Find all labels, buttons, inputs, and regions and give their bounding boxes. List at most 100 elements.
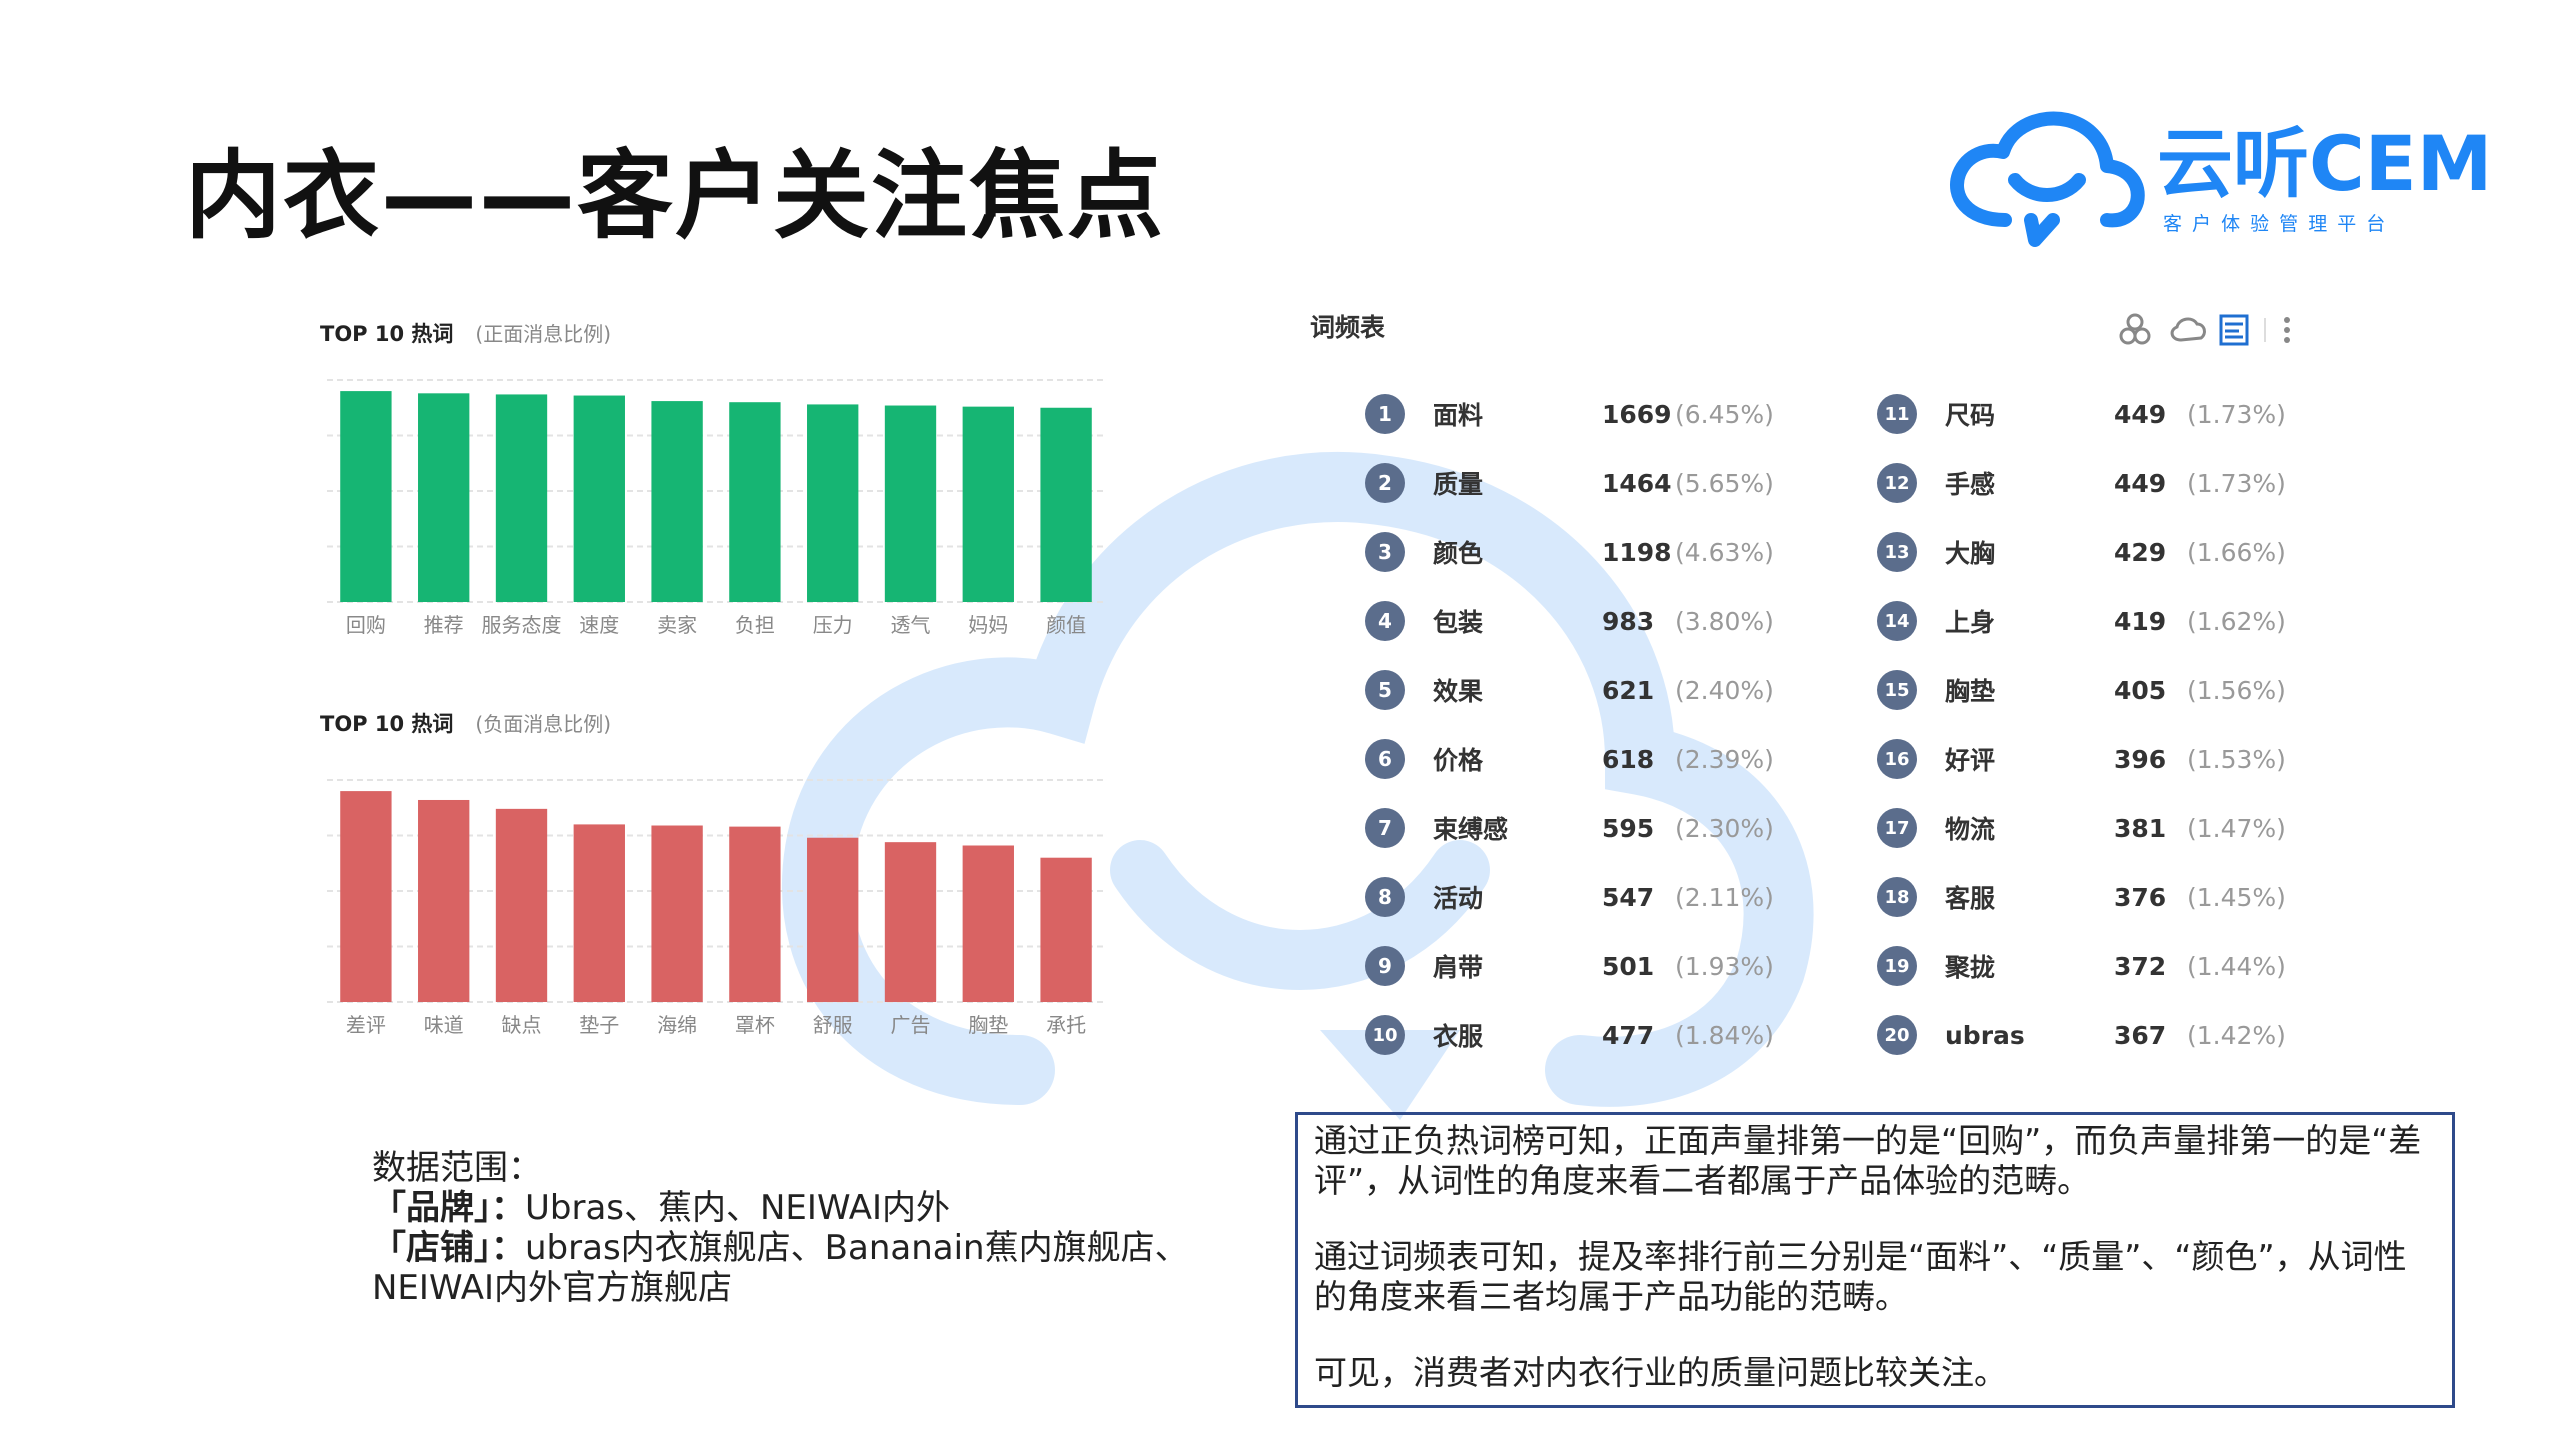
rank-badge: 16 [1877,739,1917,779]
positive-tick-label: 推荐 [424,613,464,637]
negative-bar [1040,857,1092,1002]
negative-tick-label: 承托 [1046,1013,1086,1037]
store-value: ubras内衣旗舰店、Bananain蕉内旗舰店、 [525,1228,1189,1268]
freq-percent: (1.62%) [2187,606,2286,636]
summary-box: 通过正负热词榜可知，正面声量排第一的是“回购”，而负声量排第一的是“差评”，从词… [1295,1112,2455,1408]
freq-count: 449 [2114,468,2167,498]
freq-count: 372 [2114,951,2167,981]
summary-paragraph-1: 通过正负热词榜可知，正面声量排第一的是“回购”，而负声量排第一的是“差评”，从词… [1314,1121,2422,1200]
negative-bar [495,808,548,1002]
negative-tick-label: 缺点 [502,1013,542,1037]
negative-bar-chart: 差评 味道 缺点 垫子 海绵 罩杯 舒服 广告 胸垫 承托 [327,779,1105,1037]
freq-word: 面料 [1433,401,1484,430]
freq-table-row: 3 颜色 1198 (4.63%) [1365,528,1845,576]
freq-word: 好评 [1945,746,1996,775]
logo: 云听CEM 客 户 体 验 管 理 平 台 [1950,111,2492,247]
freq-percent: (1.42%) [2187,1020,2286,1050]
freq-table-row: 17 物流 381 (1.47%) [1877,804,2357,852]
rank-badge: 9 [1365,946,1405,986]
negative-tick-label: 罩杯 [735,1013,775,1037]
freq-percent: (4.63%) [1675,537,1774,567]
freq-percent: (1.73%) [2187,468,2286,498]
freq-word: 胸垫 [1945,677,1996,706]
freq-word: 物流 [1945,815,1996,844]
freq-percent: (1.84%) [1675,1020,1774,1050]
freq-count: 396 [2114,744,2167,774]
positive-tick-label: 负担 [735,613,775,637]
freq-table-title: 词频表 [1310,313,1386,342]
rank-badge: 7 [1365,808,1405,848]
freq-percent: (2.30%) [1675,813,1774,843]
freq-count: 449 [2114,399,2167,429]
negative-tick-label: 舒服 [813,1013,853,1037]
positive-bar [495,394,548,602]
positive-tick-label: 卖家 [657,613,697,637]
store-value-line2: NEIWAI内外官方旗舰店 [372,1268,732,1308]
freq-percent: (1.44%) [2187,951,2286,981]
negative-tick-label: 广告 [891,1013,931,1037]
cloud-icon[interactable] [2170,317,2206,342]
rank-badge: 6 [1365,739,1405,779]
rank-badge: 14 [1877,601,1917,641]
freq-count: 1669 [1602,399,1672,429]
freq-word: 尺码 [1945,401,1996,430]
freq-table-row: 15 胸垫 405 (1.56%) [1877,666,2357,714]
freq-table-row: 5 效果 621 (2.40%) [1365,666,1845,714]
positive-tick-label: 速度 [579,613,619,637]
negative-chart-subtitle: (负面消息比例) [475,712,612,736]
freq-percent: (1.47%) [2187,813,2286,843]
positive-chart-title: TOP 10 热词 [320,322,454,346]
freq-word: 效果 [1433,677,1484,706]
negative-tick-label: 差评 [346,1013,386,1037]
negative-tick-label: 海绵 [657,1013,697,1037]
negative-bar [418,799,470,1002]
rank-badge: 4 [1365,601,1405,641]
logo-subtitle: 客 户 体 验 管 理 平 台 [2163,213,2387,235]
freq-word: 活动 [1433,884,1484,913]
positive-tick-label: 压力 [813,613,853,637]
positive-bar [418,393,470,602]
rank-badge: 13 [1877,532,1917,572]
negative-chart-heading: TOP 10 热词 (负面消息比例) [320,708,611,738]
freq-percent: (5.65%) [1675,468,1774,498]
logo-text: 云听CEM [2157,119,2492,208]
freq-table-row: 14 上身 419 (1.62%) [1877,597,2357,645]
scope-heading: 数据范围： [372,1148,542,1188]
freq-count: 1464 [1602,468,1672,498]
freq-table-row: 20 ubras 367 (1.42%) [1877,1011,2357,1059]
freq-word: 手感 [1945,470,1996,499]
summary-paragraph-3: 可见，消费者对内衣行业的质量问题比较关注。 [1314,1353,2007,1392]
freq-word: 大胸 [1945,539,1996,568]
rank-badge: 20 [1877,1015,1917,1055]
more-icon[interactable] [2284,317,2290,343]
freq-table-row: 19 聚拢 372 (1.44%) [1877,942,2357,990]
positive-tick-label: 回购 [346,613,386,637]
rank-badge: 15 [1877,670,1917,710]
freq-percent: (1.45%) [2187,882,2286,912]
summary-paragraph-2: 通过词频表可知，提及率排行前三分别是“面料”、“质量”、“颜色”，从词性的角度来… [1314,1237,2407,1316]
freq-word: 束缚感 [1433,815,1509,844]
negative-bar [884,842,937,1002]
negative-tick-label: 胸垫 [968,1013,1008,1037]
positive-tick-label: 透气 [891,613,931,637]
freq-percent: (1.53%) [2187,744,2286,774]
positive-chart-heading: TOP 10 热词 (正面消息比例) [320,318,611,348]
freq-count: 618 [1602,744,1655,774]
freq-percent: (3.80%) [1675,606,1774,636]
positive-bar [651,401,703,602]
freq-percent: (1.56%) [2187,675,2286,705]
freq-table-row: 10 衣服 477 (1.84%) [1365,1011,1845,1059]
table-view-icon[interactable] [2219,314,2249,346]
negative-bar [807,837,859,1002]
rank-badge: 10 [1365,1015,1405,1055]
brand-label: 「品牌」： [372,1188,525,1228]
freq-table-row: 1 面料 1669 (6.45%) [1365,390,1845,438]
freq-table-row: 7 束缚感 595 (2.30%) [1365,804,1845,852]
freq-word: 质量 [1433,470,1484,499]
freq-count: 501 [1602,951,1655,981]
freq-percent: (2.11%) [1675,882,1774,912]
rank-badge: 5 [1365,670,1405,710]
positive-bar [1040,407,1092,602]
cluster-icon[interactable] [2119,313,2151,345]
freq-count: 381 [2114,813,2167,843]
